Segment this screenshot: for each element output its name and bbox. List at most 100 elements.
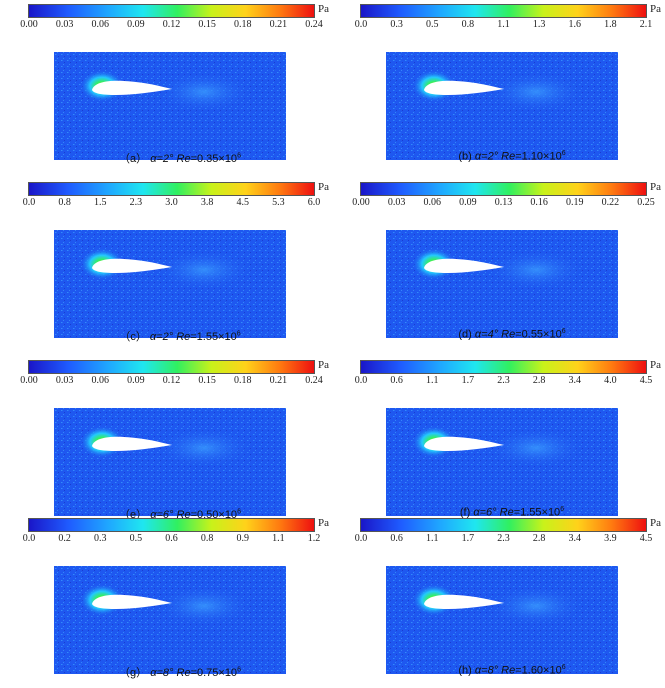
colorbar-tick: 0.21 xyxy=(269,375,288,386)
pressure-contour-field xyxy=(386,566,618,674)
caption-re-value: =0.55×10 xyxy=(515,328,562,341)
wake-region xyxy=(154,586,254,626)
caption-re-value: =0.35×10 xyxy=(190,153,238,165)
pressure-contour-field xyxy=(386,52,618,160)
caption-label: （g） xyxy=(119,667,148,679)
colorbar-tick: 4.5 xyxy=(639,533,653,544)
caption-alpha: α=6° xyxy=(473,506,497,519)
colorbar-tick: 1.1 xyxy=(426,533,439,544)
pressure-contour-field xyxy=(54,566,286,674)
airfoil-shape xyxy=(424,80,504,95)
colorbar-unit: Pa xyxy=(650,517,661,529)
pressure-contour-field xyxy=(386,408,618,516)
panel-f: Pa 0.0 0.6 1.1 1.7 2.3 2.8 3.4 4.0 4.5 (f) α=6° Re… xyxy=(332,358,661,530)
caption-re-label: Re xyxy=(176,667,191,679)
colorbar-tick: 0.6 xyxy=(390,533,403,544)
colorbar-tick: 0.21 xyxy=(269,19,288,30)
caption-label: （a） xyxy=(119,153,148,165)
colorbar-tick: 0.0 xyxy=(22,197,36,208)
colorbar-tick: 0.24 xyxy=(305,375,323,386)
colorbar-tick: 0.2 xyxy=(58,533,71,544)
colorbar-tick: 0.12 xyxy=(162,19,181,30)
colorbar-tick: 0.09 xyxy=(127,375,145,386)
colorbar-tick: 4.5 xyxy=(639,375,653,386)
caption-alpha: α=2° xyxy=(149,331,174,343)
colorbar-tick: 0.6 xyxy=(390,375,403,386)
pressure-contour-field xyxy=(54,52,286,160)
colorbar xyxy=(360,518,647,532)
caption-re-exponent: 6 xyxy=(236,330,241,338)
panel-caption: (h) α=8° Re=1.60×106 xyxy=(352,664,665,677)
colorbar-tick: 0.06 xyxy=(423,197,442,208)
caption-re-label: Re xyxy=(499,506,514,519)
colorbar-tick: 0.9 xyxy=(236,533,250,544)
panel-caption: (f) α=6° Re=1.55×106 xyxy=(352,506,665,519)
caption-label: （c） xyxy=(119,331,147,343)
caption-re-exponent: 6 xyxy=(561,150,566,157)
caption-re-value: =1.10×10 xyxy=(515,150,562,163)
wake-region xyxy=(486,586,586,626)
colorbar-tick: 1.5 xyxy=(94,197,107,208)
colorbar-unit: Pa xyxy=(650,3,661,15)
colorbar-tick: 0.19 xyxy=(566,197,584,208)
colorbar-tick: 3.8 xyxy=(200,197,214,208)
pressure-contour-field xyxy=(386,230,618,338)
colorbar-tick: 0.5 xyxy=(129,533,143,544)
colorbar-tick: 0.25 xyxy=(637,197,655,208)
colorbar xyxy=(28,4,315,18)
caption-alpha: α=2° xyxy=(474,150,499,163)
panel-b: Pa 0.0 0.3 0.5 0.8 1.1 1.3 1.6 1.8 2.1 (b) α=2° Re… xyxy=(332,2,661,174)
colorbar xyxy=(28,182,315,196)
caption-re-exponent: 6 xyxy=(237,666,241,674)
colorbar-tick: 0.03 xyxy=(387,197,406,208)
colorbar-tick: 2.8 xyxy=(532,533,546,544)
colorbar-tick: 0.22 xyxy=(601,197,620,208)
colorbar-unit: Pa xyxy=(650,359,661,371)
colorbar-tick: 0.3 xyxy=(94,533,107,544)
caption-re-exponent: 6 xyxy=(237,152,241,160)
colorbar-tick: 0.15 xyxy=(198,375,216,386)
colorbar-tick: 1.7 xyxy=(461,375,475,386)
panel-h: Pa 0.0 0.6 1.1 1.7 2.3 2.8 3.4 3.9 4.5 (h) α=8° Re… xyxy=(332,516,661,688)
colorbar-tick: 6.0 xyxy=(307,197,321,208)
colorbar-tick: 0.15 xyxy=(198,19,216,30)
caption-alpha: α=4° xyxy=(474,328,499,341)
caption-re-value: =1.60×10 xyxy=(515,664,562,677)
caption-re-label: Re xyxy=(176,153,191,165)
colorbar xyxy=(360,360,647,374)
colorbar-tick: 1.6 xyxy=(568,19,582,30)
caption-re-value: =1.55×10 xyxy=(190,331,237,343)
airfoil-shape xyxy=(92,594,172,609)
caption-label: (b) xyxy=(458,150,472,163)
wake-region xyxy=(154,72,254,112)
colorbar-tick: 1.1 xyxy=(497,19,510,30)
colorbar xyxy=(28,518,315,532)
colorbar-tick: 1.8 xyxy=(604,19,617,30)
colorbar-tick: 0.18 xyxy=(234,19,252,30)
caption-re-value: =1.55×10 xyxy=(513,506,561,519)
colorbar xyxy=(360,4,647,18)
panel-a: Pa 0.00 0.03 0.06 0.09 0.12 0.15 0.18 0.21 0.24 （a… xyxy=(0,2,329,174)
colorbar-tick: 0.5 xyxy=(426,19,439,30)
colorbar-tick: 2.8 xyxy=(532,375,546,386)
colorbar-tick: 0.03 xyxy=(55,375,74,386)
colorbar-tick: 2.3 xyxy=(497,375,510,386)
colorbar-unit: Pa xyxy=(318,359,329,371)
panel-caption: (b) α=2° Re=1.10×106 xyxy=(352,150,665,163)
colorbar-tick: 2.3 xyxy=(497,533,510,544)
pressure-contour-field xyxy=(54,230,286,338)
colorbar-tick: 1.1 xyxy=(272,533,285,544)
colorbar-tick: 0.6 xyxy=(165,533,178,544)
caption-re-exponent: 6 xyxy=(237,508,241,516)
panel-g: Pa 0.0 0.2 0.3 0.5 0.6 0.8 0.9 1.1 1.2 （g） α=8° Re… xyxy=(0,516,329,688)
colorbar-tick: 0.18 xyxy=(234,375,252,386)
caption-re-label: Re xyxy=(501,150,516,163)
caption-label: (f) xyxy=(459,506,471,519)
caption-re-label: Re xyxy=(501,328,516,341)
panel-caption: （c） α=2° Re=1.55×106 xyxy=(20,328,340,344)
pressure-contour-field xyxy=(54,408,286,516)
colorbar xyxy=(360,182,647,196)
caption-alpha: α=8° xyxy=(474,664,499,677)
colorbar-tick: 0.00 xyxy=(20,19,38,30)
colorbar-tick: 3.0 xyxy=(165,197,178,208)
